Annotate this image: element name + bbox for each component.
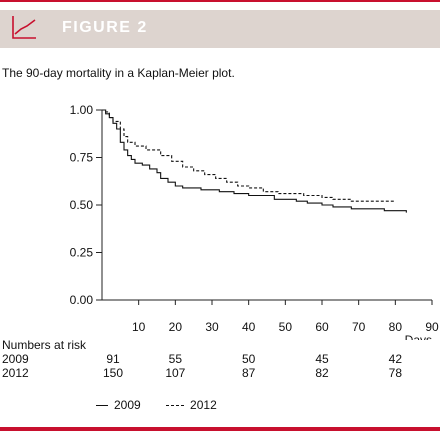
risk-count-2009-day-0: 91 xyxy=(106,352,120,366)
legend-label-2012: 2012 xyxy=(190,398,217,412)
line-chart-icon xyxy=(12,16,36,39)
risk-row-year-2012: 2012 xyxy=(2,366,29,380)
y-tick-label: 0.50 xyxy=(70,198,94,212)
risk-count-2012-day-20: 107 xyxy=(165,366,186,380)
x-tick-label: 40 xyxy=(242,320,256,334)
risk-table-label: Numbers at risk xyxy=(2,338,87,352)
kaplan-meier-chart: 1.00 0.75 0.50 0.25 0.00 10 20 30 40 50 60 70 80 90Da… xyxy=(70,103,439,340)
x-tick-label: 20 xyxy=(169,320,183,334)
top-accent-rule xyxy=(0,0,440,2)
risk-count-2012-day-40: 87 xyxy=(241,366,256,380)
x-tick-label: 50 xyxy=(279,320,293,334)
x-tick-label: 10 xyxy=(132,320,146,334)
figure-header: FIGURE 2 xyxy=(0,10,440,48)
legend-label-2009: 2009 xyxy=(114,398,141,412)
risk-count-2009-day-40: 50 xyxy=(241,352,256,366)
x-axis-label: Days xyxy=(405,333,432,340)
risk-count-2012-day-60: 82 xyxy=(315,366,329,380)
risk-count-2009-day-80: 42 xyxy=(388,352,403,366)
risk-count-2012-day-80: 78 xyxy=(388,366,403,380)
x-tick-label: 30 xyxy=(205,320,219,334)
figure-caption: The 90-day mortality in a Kaplan-Meier p… xyxy=(2,66,235,80)
chart-series xyxy=(102,109,407,213)
x-tick-label: 60 xyxy=(315,320,329,334)
risk-count-2009-day-60: 45 xyxy=(315,352,329,366)
series-2012-line xyxy=(102,109,396,202)
x-tick-label: 90 xyxy=(425,320,439,334)
legend-swatch-solid xyxy=(96,405,108,407)
risk-row-year-2009: 2009 xyxy=(2,352,29,366)
x-tick-label: 70 xyxy=(352,320,366,334)
legend-item-2012: 2012 xyxy=(166,398,217,412)
y-tick-label: 0.00 xyxy=(70,293,94,307)
chart-axes: 1.00 0.75 0.50 0.25 0.00 10 20 30 40 50 60 70 80 90Da… xyxy=(70,103,439,340)
x-tick-label: 80 xyxy=(389,320,403,334)
chart-legend: 2009 2012 xyxy=(96,398,217,412)
figure-label: FIGURE 2 xyxy=(62,19,148,36)
legend-item-2009: 2009 xyxy=(96,398,144,412)
risk-count-2009-day-20: 55 xyxy=(168,352,183,366)
risk-count-2012-day-0: 150 xyxy=(102,366,124,380)
series-2009-line xyxy=(102,109,407,213)
legend-swatch-dashed xyxy=(166,405,185,407)
bottom-accent-rule xyxy=(0,427,440,431)
y-tick-label: 0.75 xyxy=(70,151,94,165)
y-tick-label: 1.00 xyxy=(70,103,94,117)
y-tick-label: 0.25 xyxy=(70,246,94,260)
